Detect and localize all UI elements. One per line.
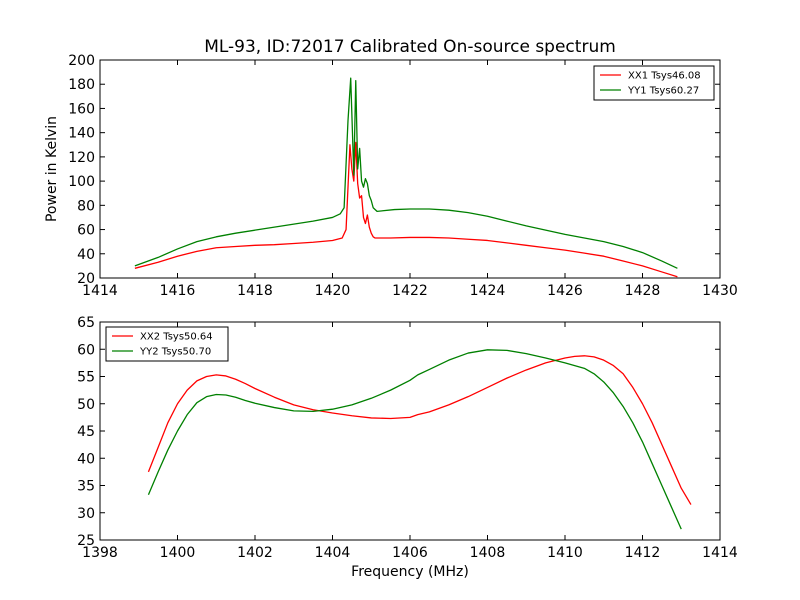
x-tick-label: 1418	[237, 283, 273, 299]
legend-label: XX2 Tsys50.64	[140, 332, 213, 343]
y-tick-label: 40	[77, 451, 95, 467]
series-group-2	[147, 349, 692, 530]
y-tick-label: 100	[68, 174, 95, 190]
y-tick-label: 40	[77, 247, 95, 263]
legend-label: YY2 Tsys50.70	[139, 347, 211, 358]
legend-2: XX2 Tsys50.64 YY2 Tsys50.70	[105, 326, 229, 362]
y-tick-label: 140	[68, 126, 95, 142]
legend-box	[593, 65, 715, 101]
x-axis-label: Frequency (MHz)	[351, 564, 469, 580]
y-tick-label: 35	[77, 479, 95, 495]
x-tick-label: 1420	[315, 283, 351, 299]
y-tick-label: 120	[68, 150, 95, 166]
legend-1: XX1 Tsys46.08 YY1 Tsys60.27	[593, 65, 715, 101]
y-tick-label: 25	[77, 533, 95, 549]
y-tick-label: 50	[77, 397, 95, 413]
y-tick-label: 45	[77, 424, 95, 440]
chart-title: ML-93, ID:72017 Calibrated On-source spe…	[204, 37, 616, 57]
y-tick-label: 80	[77, 198, 95, 214]
x-tick-label: 1414	[82, 283, 118, 299]
y-tick-label: 20	[77, 271, 95, 287]
y-tick-label: 30	[77, 506, 95, 522]
x-tick-label: 1402	[237, 545, 273, 561]
y-tick-label: 160	[68, 101, 95, 117]
x-tick-label: 1426	[547, 283, 583, 299]
x-tick-label: 1404	[315, 545, 351, 561]
x-tick-label: 1428	[625, 283, 661, 299]
series-line-2-2	[147, 349, 682, 530]
y-tick-label: 65	[77, 315, 95, 331]
y-tick-label: 200	[68, 53, 95, 69]
chart-1: 1414 1416 1418 1420 1422 1424 1426 1428 1430 20 40…	[44, 37, 738, 299]
legend-label: YY1 Tsys60.27	[627, 86, 699, 97]
y-tick-label: 180	[68, 77, 95, 93]
x-tick-label: 1414	[702, 545, 738, 561]
series-line-2-1	[147, 355, 692, 505]
series-line-1-2	[134, 77, 678, 269]
x-tick-label: 1398	[82, 545, 118, 561]
x-tick-label: 1424	[470, 283, 506, 299]
legend-label: XX1 Tsys46.08	[628, 71, 701, 82]
y-tick-label: 60	[77, 223, 95, 239]
y-tick-label: 60	[77, 342, 95, 358]
x-tick-label: 1422	[392, 283, 428, 299]
x-tick-label: 1408	[470, 545, 506, 561]
series-group-1	[134, 77, 678, 278]
x-tick-label: 1430	[702, 283, 738, 299]
y-axis-label: Power in Kelvin	[44, 116, 60, 222]
legend-box	[105, 326, 229, 362]
x-tick-label: 1412	[625, 545, 661, 561]
x-tick-label: 1416	[160, 283, 196, 299]
x-tick-label: 1410	[547, 545, 583, 561]
chart-2: 1398 1400 1402 1404 1406 1408 1410 1412 1414 25 30…	[77, 315, 738, 580]
series-line-1-1	[134, 141, 678, 278]
y-tick-label: 55	[77, 370, 95, 386]
x-tick-label: 1406	[392, 545, 428, 561]
plots-container: 1414 1416 1418 1420 1422 1424 1426 1428 1430 20 40…	[44, 37, 738, 580]
x-tick-label: 1400	[160, 545, 196, 561]
